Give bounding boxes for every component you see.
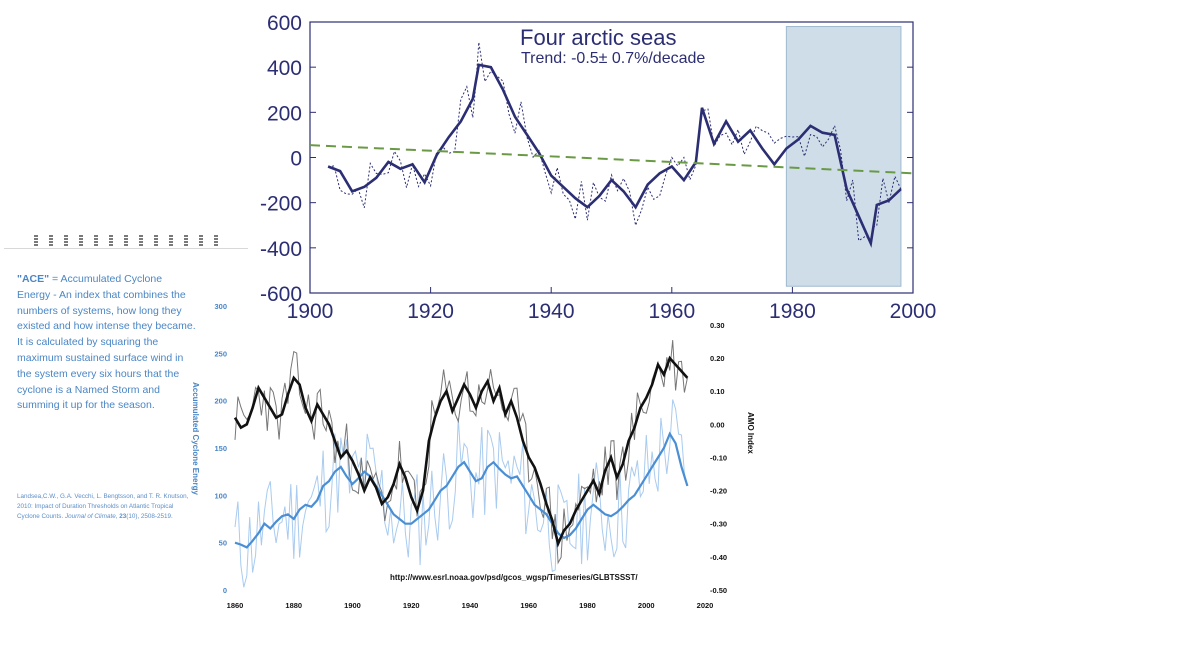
y-left-tick-label: 0 [223,586,227,595]
ace-smoothed-line [234,431,689,549]
y-tick-label: -600 [260,283,302,306]
x-tick-label: 1960 [648,300,695,323]
x-axis: 1860 1880 1900 1920 1940 1960 1980 2000 2020 [227,601,714,610]
trend-line [309,144,914,175]
x-tick-label: 2000 [890,300,937,323]
y-left-tick-label: 300 [214,302,227,311]
x-tick-label: 1920 [403,601,420,610]
y-left-tick-label: 250 [214,349,227,358]
x-tick-label: 1880 [285,601,302,610]
y-tick-label: 200 [267,102,302,125]
reference-citation: Landsea,C.W., G.A. Vecchi, L. Bengtsson,… [17,493,189,520]
ace-definition: "ACE" = Accumulated Cyclone Energy - An … [17,273,196,412]
ace-annual-line [234,399,688,588]
amo-annual-line [234,340,688,565]
y-left-axis: 300 250 200 150 100 50 0 [214,302,227,595]
y-tick-label: 400 [267,57,302,80]
y-right-axis-label: AMO Index [746,412,755,454]
y-right-tick-label: -0.10 [710,453,727,462]
x-tick-label: 2000 [638,601,655,610]
y-right-tick-label: 0.10 [710,387,725,396]
x-tick-label: 1860 [227,601,244,610]
x-tick-label: 1940 [462,601,479,610]
y-right-tick-label: 0.20 [710,354,725,363]
x-tick-label: 2020 [697,601,714,610]
x-tick-label: 1940 [528,300,575,323]
x-tick-label: 1960 [520,601,537,610]
decorative-tick-strip [4,234,248,249]
y-tick-label: -200 [260,193,302,216]
chart-subtitle: Trend: -0.5± 0.7%/decade [521,50,705,67]
y-left-tick-label: 150 [214,444,227,453]
y-tick-label: 0 [290,148,302,171]
source-url: http://www.esrl.noaa.gov/psd/gcos_wgsp/T… [390,573,638,582]
ace-amo-chart: 300 250 200 150 100 50 0 0.30 0.20 0.10 0.00 -0.10 -… [191,302,755,610]
y-tick-label: -400 [260,238,302,261]
y-left-tick-label: 50 [219,539,227,548]
x-tick-label: 1900 [287,300,334,323]
y-axis: 600 400 200 0 -200 -400 -600 [260,12,913,306]
y-left-axis-label: Accumulated Cyclone Energy [191,382,200,495]
x-axis: 1900 1920 1940 1960 1980 2000 [287,287,937,323]
smoothed-series-line [327,63,902,248]
amo-smoothed-line [233,355,689,548]
y-left-tick-label: 100 [214,491,227,500]
annual-values-line [328,42,902,242]
shaded-period [785,26,902,287]
x-tick-label: 1920 [407,300,454,323]
x-tick-label: 1900 [344,601,361,610]
x-tick-label: 1980 [579,601,596,610]
y-right-tick-label: 0.30 [710,321,725,330]
y-right-tick-label: -0.50 [710,586,727,595]
y-left-tick-label: 200 [214,397,227,406]
y-tick-label: 600 [267,12,302,35]
y-right-tick-label: -0.40 [710,553,727,562]
x-tick-label: 1980 [769,300,816,323]
chart-title: Four arctic seas [520,25,677,50]
y-right-tick-label: 0.00 [710,420,725,429]
y-right-tick-label: -0.20 [710,487,727,496]
y-right-tick-label: -0.30 [710,520,727,529]
y-right-axis: 0.30 0.20 0.10 0.00 -0.10 -0.20 -0.30 -0.40 -0.5… [710,321,727,595]
